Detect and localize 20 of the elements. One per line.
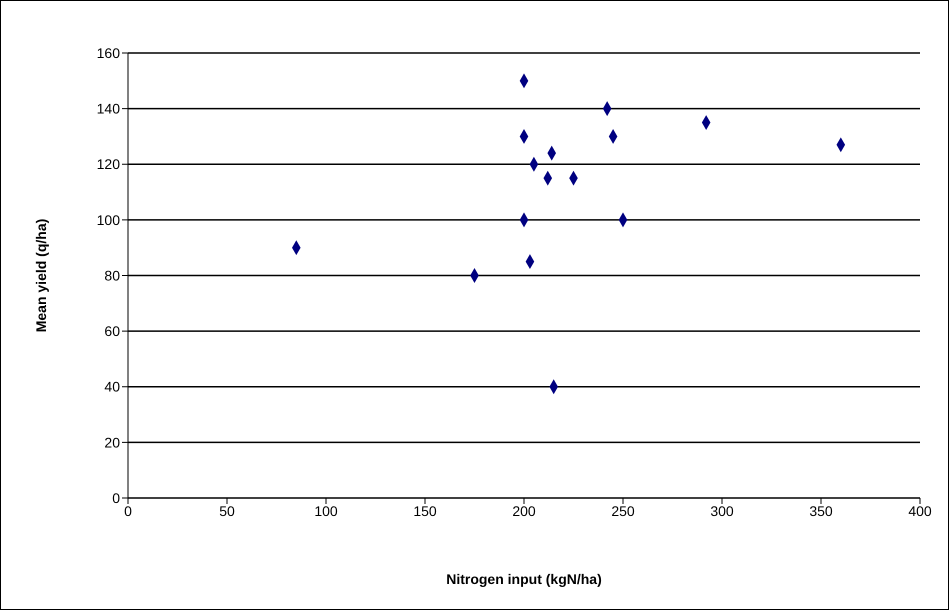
y-tick-label: 140 [96,100,120,117]
x-tick-label: 400 [908,502,932,519]
y-tick-label: 160 [96,44,120,61]
y-tick-label: 80 [104,267,120,284]
y-tick-label: 40 [104,378,120,395]
x-tick-label: 100 [314,502,338,519]
x-tick-label: 50 [219,502,235,519]
x-tick-label: 300 [710,502,734,519]
x-tick-label: 150 [413,502,437,519]
y-tick-label: 120 [96,156,120,172]
x-axis-title: Nitrogen input (kgN/ha) [446,571,602,587]
x-tick-label: 250 [611,502,635,519]
x-tick-label: 200 [512,502,536,519]
y-tick-label: 20 [104,434,120,450]
y-axis-title: Mean yield (q/ha) [32,218,49,332]
y-tick-label: 60 [104,323,120,340]
y-tick-label: 0 [112,490,120,506]
x-tick-label: 350 [809,502,833,519]
x-tick-label: 0 [124,502,132,519]
y-tick-label: 100 [96,212,120,228]
